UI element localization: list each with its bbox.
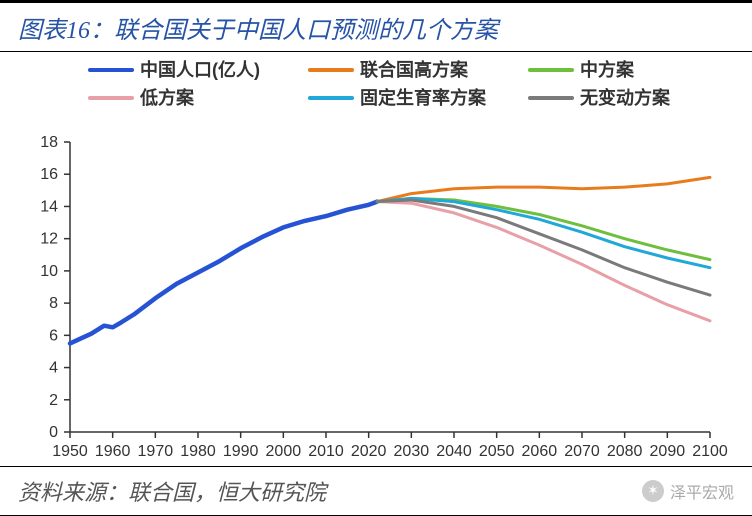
legend-label: 无变动方案 <box>580 87 671 108</box>
y-tick-label: 10 <box>40 263 58 280</box>
legend-label: 低方案 <box>139 87 195 108</box>
x-tick-label: 2040 <box>436 443 472 460</box>
x-tick-label: 2100 <box>692 443 728 460</box>
legend-label: 固定生育率方案 <box>360 87 487 108</box>
x-tick-label: 2070 <box>564 443 600 460</box>
x-tick-label: 2090 <box>650 443 686 460</box>
watermark: ✶ 泽平宏观 <box>642 479 734 503</box>
y-tick-label: 8 <box>49 295 58 312</box>
y-tick-label: 6 <box>49 327 58 344</box>
legend-label: 中方案 <box>580 59 635 80</box>
line-chart-svg: 中国人口(亿人) 联合国高方案 中方案低方案 固定生育率方案 无变动方案 0 2 4 6 8 10 1… <box>0 52 752 466</box>
x-tick-label: 2080 <box>607 443 643 460</box>
legend-label: 联合国高方案 <box>360 59 469 80</box>
y-tick-label: 0 <box>49 424 58 441</box>
plot-area: 中国人口(亿人) 联合国高方案 中方案低方案 固定生育率方案 无变动方案 0 2 4 6 8 10 1… <box>0 52 752 466</box>
y-tick-label: 18 <box>40 134 58 151</box>
y-tick-label: 14 <box>40 198 58 215</box>
chart-title: 图表16：联合国关于中国人口预测的几个方案 <box>0 0 752 52</box>
watermark-text: 泽平宏观 <box>670 479 734 503</box>
series-line <box>377 198 710 267</box>
x-tick-label: 2060 <box>522 443 558 460</box>
y-tick-label: 2 <box>49 392 58 409</box>
x-tick-label: 2020 <box>351 443 387 460</box>
source-footer: 资料来源：联合国，恒大研究院 ✶ 泽平宏观 <box>0 466 752 516</box>
y-tick-label: 12 <box>40 231 58 248</box>
x-tick-label: 2000 <box>266 443 302 460</box>
chart-container: 图表16：联合国关于中国人口预测的几个方案 中国人口(亿人) 联合国高方案 中方案低… <box>0 0 752 516</box>
x-tick-label: 2010 <box>308 443 344 460</box>
x-tick-label: 1980 <box>180 443 216 460</box>
y-tick-label: 4 <box>49 360 58 377</box>
x-tick-label: 2030 <box>394 443 430 460</box>
x-tick-label: 1960 <box>95 443 131 460</box>
series-line <box>70 202 377 344</box>
wechat-icon: ✶ <box>642 480 664 502</box>
x-tick-label: 1950 <box>52 443 88 460</box>
y-tick-label: 16 <box>40 166 58 183</box>
x-tick-label: 2050 <box>479 443 515 460</box>
legend-label: 中国人口(亿人) <box>140 59 260 80</box>
x-tick-label: 1990 <box>223 443 259 460</box>
x-tick-label: 1970 <box>138 443 174 460</box>
source-text: 资料来源：联合国，恒大研究院 <box>18 475 326 507</box>
